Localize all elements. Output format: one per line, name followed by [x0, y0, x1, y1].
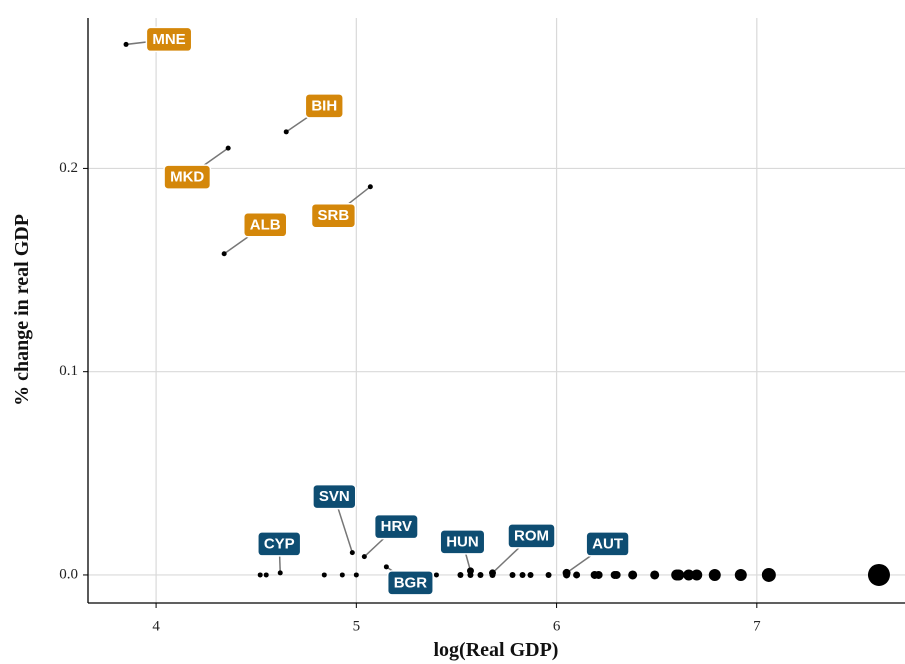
point — [263, 572, 269, 578]
x-tick-label: 6 — [553, 618, 561, 634]
y-tick-label: 0.0 — [59, 566, 78, 582]
label-text: ROM — [514, 527, 549, 544]
x-tick-label: 5 — [353, 618, 361, 634]
label-text: MKD — [170, 169, 204, 186]
point-label: CYP — [257, 531, 302, 557]
label-text: MNE — [152, 31, 185, 48]
point — [467, 571, 474, 578]
point-label: BGR — [386, 570, 434, 596]
point — [339, 572, 345, 578]
point — [123, 41, 129, 47]
point — [545, 571, 552, 578]
label-text: SVN — [319, 488, 350, 505]
point-label: ALB — [243, 212, 288, 238]
y-axis-title: % change in real GDP — [11, 214, 33, 406]
label-box — [163, 164, 212, 190]
label-box — [145, 26, 193, 53]
label-text: BGR — [394, 574, 428, 591]
point — [221, 251, 227, 257]
label-box — [386, 570, 434, 596]
label-box — [373, 513, 419, 540]
point-label: ROM — [507, 523, 556, 549]
point-label: SRB — [310, 202, 357, 229]
point — [650, 570, 660, 580]
point — [361, 554, 367, 560]
point — [683, 569, 695, 581]
point — [383, 564, 389, 570]
label-text: SRB — [318, 207, 350, 224]
label-box — [585, 531, 630, 557]
point-label: HRV — [373, 513, 419, 540]
point-label: BIH — [304, 93, 344, 119]
y-tick-label: 0.2 — [59, 160, 78, 176]
point — [761, 567, 776, 582]
leaders — [125, 38, 609, 584]
label-text: ALB — [250, 216, 281, 233]
point — [612, 570, 621, 579]
label-text: HUN — [446, 533, 479, 550]
point — [519, 571, 526, 578]
point — [708, 568, 721, 581]
label-text: HRV — [381, 518, 412, 535]
point — [433, 572, 439, 578]
x-tick-label: 7 — [753, 618, 761, 634]
label-text: AUT — [592, 535, 623, 552]
point — [277, 570, 283, 576]
point — [734, 568, 747, 581]
point-label: SVN — [312, 483, 357, 510]
point — [628, 570, 638, 580]
x-axis-title: log(Real GDP) — [434, 639, 559, 661]
point — [673, 569, 685, 581]
point — [489, 571, 496, 578]
label-box — [310, 202, 357, 229]
label-box — [439, 529, 486, 555]
point — [509, 571, 516, 578]
point — [691, 569, 703, 581]
point-label: AUT — [585, 531, 630, 557]
point — [321, 572, 327, 578]
label-box — [304, 93, 344, 119]
point — [349, 550, 355, 556]
label-box — [257, 531, 302, 557]
point — [457, 571, 464, 578]
point — [527, 571, 534, 578]
point — [225, 145, 231, 151]
y-tick-label: 0.1 — [59, 363, 78, 379]
label-box — [507, 523, 556, 549]
label-text: CYP — [264, 535, 295, 552]
point — [283, 129, 289, 135]
point — [867, 563, 890, 586]
grid — [88, 18, 905, 603]
point — [477, 571, 484, 578]
point-label: MKD — [163, 164, 212, 190]
label-box — [243, 212, 288, 238]
label-box — [312, 483, 357, 510]
point — [573, 571, 581, 579]
label-text: BIH — [311, 97, 337, 114]
point — [257, 572, 263, 578]
point — [353, 572, 359, 578]
point — [594, 570, 603, 579]
point — [367, 184, 373, 190]
x-tick-label: 4 — [152, 618, 160, 634]
point-label: MNE — [145, 26, 193, 53]
point-label: HUN — [439, 529, 486, 555]
point — [563, 571, 571, 579]
